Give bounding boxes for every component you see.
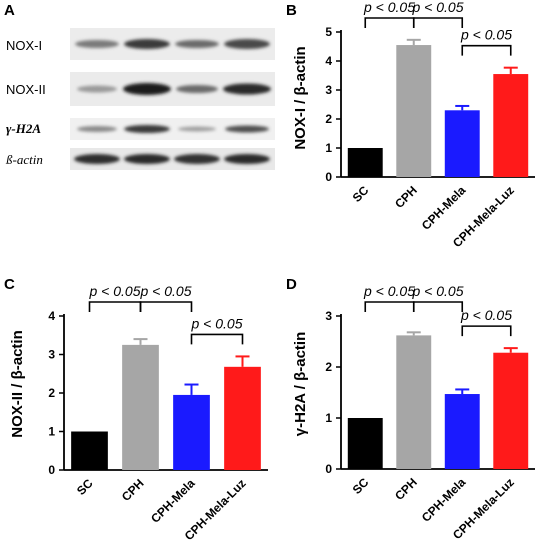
blot-label-beta-actin: ß-actin xyxy=(6,152,43,167)
panel-c-bar-sc xyxy=(71,431,108,470)
panel-b-y-tick-label: 3 xyxy=(325,83,332,97)
panel-b-y-tick-label: 4 xyxy=(325,54,332,68)
panel-c-y-tick-label: 4 xyxy=(48,309,55,323)
blot-strip-gamma-h2a xyxy=(70,118,275,140)
panel-b-x-tick-label-cph-mela: CPH-Mela xyxy=(419,183,469,233)
western-blot-image xyxy=(70,28,275,170)
panel-b-significance-label: p < 0.05 xyxy=(460,27,512,43)
panel-d-bar-cph xyxy=(396,335,432,469)
panel-c-significance-label: p < 0.05 xyxy=(140,283,192,299)
blot-strip-beta-actin xyxy=(70,148,275,170)
panel-d-significance-bracket xyxy=(412,301,464,312)
panel-c-y-tick-label: 3 xyxy=(48,348,55,362)
panel-d-bar-cph-mela-luz xyxy=(493,352,529,469)
bands-nox-ii xyxy=(77,83,271,95)
panel-d-bar-cph-mela xyxy=(444,394,480,469)
panel-c-bar-cph-mela-luz xyxy=(224,366,261,470)
panel-d-bar-sc xyxy=(347,418,383,469)
panel-b-y-tick-label: 0 xyxy=(325,170,332,184)
panel-d-x-tick-label-cph-mela: CPH-Mela xyxy=(419,475,469,525)
panel-b-x-tick-label-sc: SC xyxy=(350,183,372,205)
panel-b-significance-label: p < 0.05 xyxy=(412,0,464,15)
panel-c-significance-label: p < 0.05 xyxy=(89,283,141,299)
panel-c-y-tick-label: 2 xyxy=(48,386,55,400)
panel-d-significance-bracket xyxy=(461,325,512,337)
bands-gamma-h2a xyxy=(77,125,269,133)
panel-c-x-tick-label-sc: SC xyxy=(74,476,96,498)
panel-b-x-tick-label-cph: CPH xyxy=(392,183,420,211)
panel-c-y-axis-label: NOX-II / β-actin xyxy=(9,330,26,438)
panel-c-significance-bracket xyxy=(88,301,142,312)
bands-nox-i xyxy=(75,39,270,49)
blot-label-nox-i: NOX-I xyxy=(6,38,43,53)
panel-letter-c: C xyxy=(4,276,15,293)
blot-label-nox-ii: NOX-II xyxy=(6,82,46,97)
panel-b-y-tick-label: 2 xyxy=(325,112,332,126)
panel-b-bar-cph-mela-luz xyxy=(493,74,529,177)
panel-d-significance-label: p < 0.05 xyxy=(412,283,464,299)
panel-letter-d: D xyxy=(286,276,297,293)
panel-c-significance-bracket xyxy=(190,333,244,345)
panel-c-bar-cph-mela xyxy=(173,394,210,470)
panel-b-significance-bracket xyxy=(364,17,415,28)
blot-label-gamma-h2a: γ-H2A xyxy=(6,121,42,136)
panel-b-bar-cph xyxy=(396,45,432,177)
panel-b-y-axis-label: NOX-I / β-actin xyxy=(292,46,309,149)
bands-beta-actin xyxy=(74,154,270,164)
panel-d-y-tick-label: 0 xyxy=(325,462,332,476)
panel-d-y-tick-label: 3 xyxy=(325,309,332,323)
panel-letter-b: B xyxy=(286,2,297,19)
panel-c-bar-cph xyxy=(122,344,159,470)
panel-b-y-tick-label: 1 xyxy=(325,141,332,155)
panel-d-y-tick-label: 2 xyxy=(325,360,332,374)
panel-b-significance-bracket xyxy=(412,17,464,28)
panel-d-significance-label: p < 0.05 xyxy=(363,283,415,299)
panel-b-significance-label: p < 0.05 xyxy=(363,0,415,15)
panel-c-y-tick-label: 0 xyxy=(48,463,55,477)
panel-c-x-tick-label-cph: CPH xyxy=(119,476,147,504)
panel-c-x-tick-label-cph-mela: CPH-Mela xyxy=(148,476,198,526)
panel-b-significance-bracket xyxy=(461,44,512,56)
panel-c-y-tick-label: 1 xyxy=(48,425,55,439)
panel-b-y-tick-label: 5 xyxy=(325,25,332,39)
panel-d-y-tick-label: 1 xyxy=(325,411,332,425)
panel-b-bar-cph-mela xyxy=(444,110,480,177)
panel-d-x-tick-label-sc: SC xyxy=(350,475,372,497)
panel-c-significance-label: p < 0.05 xyxy=(191,315,243,331)
panel-d-significance-label: p < 0.05 xyxy=(460,307,512,323)
panel-d-significance-bracket xyxy=(364,301,415,312)
panel-d-y-axis-label: γ-H2A / β-actin xyxy=(292,332,309,436)
panel-b-bar-sc xyxy=(347,148,383,177)
panel-letter-a: A xyxy=(4,2,15,19)
panel-c-significance-bracket xyxy=(139,301,193,312)
panel-d-x-tick-label-cph: CPH xyxy=(392,475,420,503)
